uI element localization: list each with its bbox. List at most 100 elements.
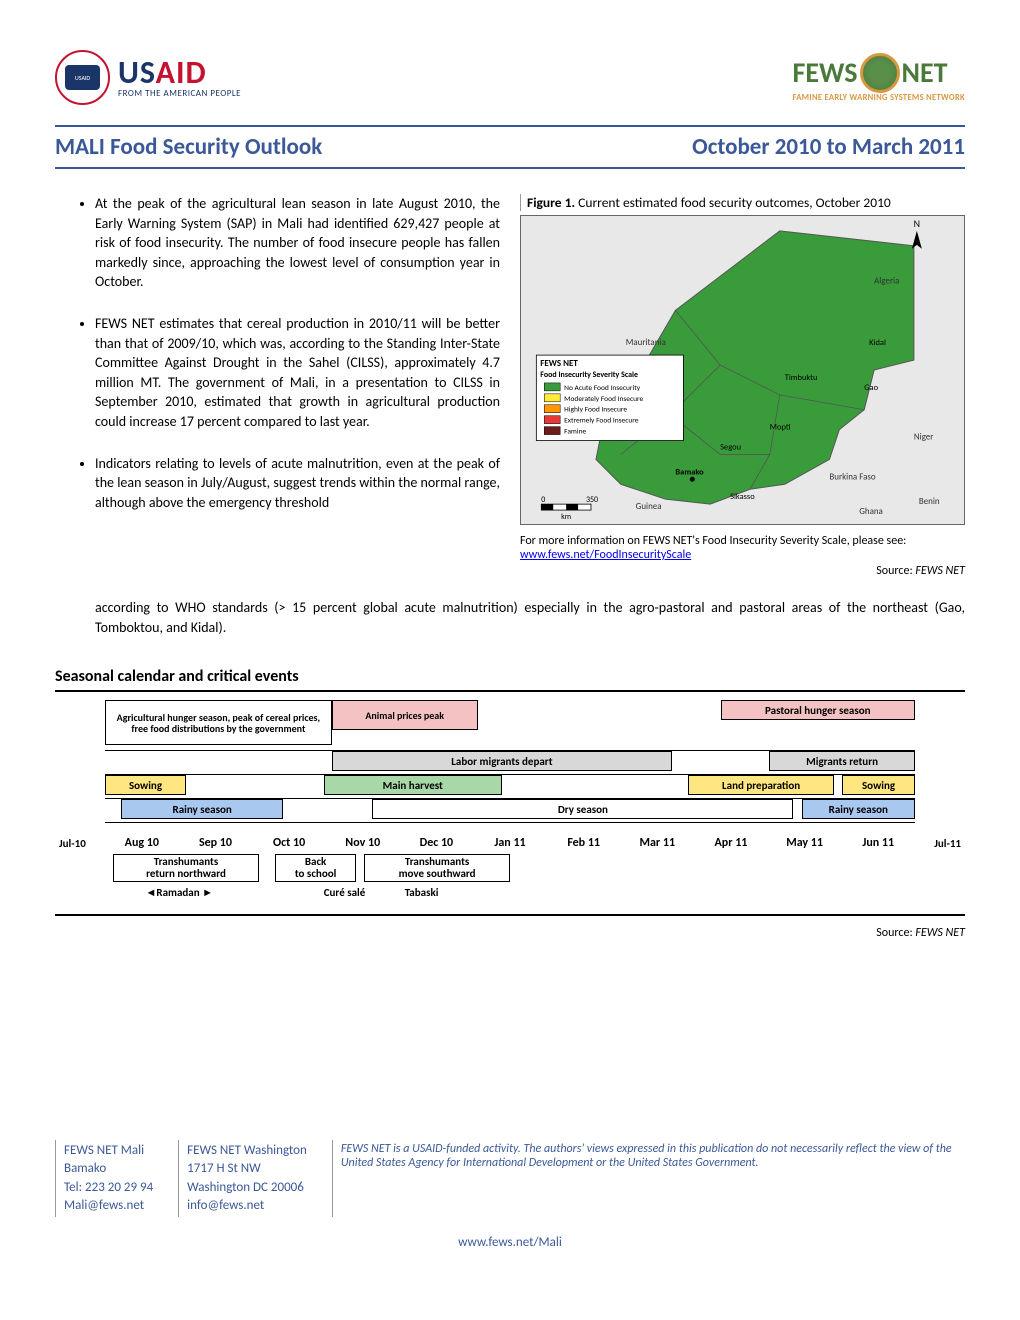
- fews-text-left: FEWS: [793, 55, 858, 90]
- timeline-month: Apr 11: [694, 836, 768, 850]
- map-label-guinea: Guinea: [636, 501, 662, 512]
- svg-text:Famine: Famine: [564, 428, 586, 437]
- timeline-below: Transhumantsreturn northward Backto schoo…: [105, 854, 915, 906]
- timeline-event: Rainy season: [802, 799, 915, 819]
- timeline-month: Mar 11: [620, 836, 694, 850]
- timeline-month: May 11: [768, 836, 842, 850]
- footer-url: www.fews.net/Mali: [55, 1235, 965, 1250]
- map-city-sikasso: Sikasso: [730, 492, 755, 502]
- usaid-logo: USAID USAID FROM THE AMERICAN PEOPLE: [55, 50, 241, 105]
- bullet-item: Indicators relating to levels of acute m…: [95, 454, 505, 513]
- map-city-segou: Segou: [720, 442, 741, 452]
- map-label-burkina: Burkina Faso: [829, 471, 875, 482]
- timeline-note: Curé salé: [324, 886, 366, 899]
- main-content: At the peak of the agricultural lean sea…: [55, 194, 965, 578]
- timeline-month: Jan 11: [473, 836, 547, 850]
- timeline-row-2: Labor migrants depart Migrants return: [105, 750, 915, 772]
- fewsnet-tagline: FAMINE EARLY WARNING SYSTEMS NETWORK: [793, 93, 965, 103]
- timeline-event: Land preparation: [688, 775, 834, 795]
- svg-text:Extremely Food Insecure: Extremely Food Insecure: [564, 417, 639, 426]
- usaid-tagline: FROM THE AMERICAN PEOPLE: [118, 89, 241, 98]
- map-city-bamako: Bamako: [675, 467, 704, 477]
- map-label-algeria: Algeria: [874, 276, 899, 287]
- usaid-wordmark: USAID: [118, 57, 241, 89]
- mali-map: N Algeria Mauritania Niger Burkina Faso …: [520, 215, 965, 525]
- timeline-row-1: Agricultural hunger season, peak of cere…: [105, 700, 915, 748]
- document-title: MALI Food Security Outlook: [55, 133, 322, 161]
- timeline-below-row-1: Transhumantsreturn northward Backto schoo…: [105, 854, 915, 884]
- timeline-months: Aug 10Sep 10Oct 10Nov 10Dec 10Jan 11Feb …: [105, 836, 915, 850]
- title-bar: MALI Food Security Outlook October 2010 …: [55, 125, 965, 169]
- fewsnet-wordmark: FEWS NET: [793, 53, 965, 93]
- timeline-month: Jun 11: [841, 836, 915, 850]
- map-city-gao: Gao: [864, 383, 878, 393]
- map-city-mopti: Mopti: [770, 423, 791, 433]
- caption-text: For more information on FEWS NET's Food …: [520, 534, 906, 548]
- timeline-row-3: Sowing Main harvest Land preparation Sowing: [105, 774, 915, 796]
- timeline-month: Aug 10: [105, 836, 179, 850]
- timeline-event: Sowing: [105, 775, 186, 795]
- fews-text-right: NET: [902, 55, 948, 90]
- figure-caption: For more information on FEWS NET's Food …: [520, 534, 965, 562]
- timeline-note: Backto school: [275, 854, 356, 882]
- timeline-event: Rainy season: [121, 799, 283, 819]
- timeline-month: Nov 10: [326, 836, 400, 850]
- usaid-text: USAID FROM THE AMERICAN PEOPLE: [118, 57, 241, 98]
- timeline-note: Transhumantsreturn northward: [113, 854, 259, 882]
- map-legend: FEWS NET Food Insecurity Severity Scale …: [536, 355, 683, 440]
- figure-label: Figure 1.: [527, 194, 575, 211]
- scale-unit: km: [561, 512, 571, 522]
- map-label-mauritania: Mauritania: [626, 337, 666, 348]
- map-city-timbuktu: Timbuktu: [785, 373, 818, 383]
- timeline-below-row-2: ◄Ramadan ► Curé salé Tabaski: [105, 886, 915, 906]
- figure-1: Figure 1. Current estimated food securit…: [520, 194, 965, 578]
- timeline-rows: Agricultural hunger season, peak of cere…: [105, 700, 915, 830]
- map-label-ghana: Ghana: [859, 506, 883, 517]
- header-logos: USAID USAID FROM THE AMERICAN PEOPLE FEW…: [55, 50, 965, 105]
- timeline-event: Animal prices peak: [332, 700, 478, 730]
- seasonal-calendar: Agricultural hunger season, peak of cere…: [55, 690, 965, 916]
- key-messages-list: At the peak of the agricultural lean sea…: [55, 194, 505, 578]
- timeline-month: Sep 10: [179, 836, 253, 850]
- timeline-event: Labor migrants depart: [332, 751, 672, 771]
- timeline-month: Dec 10: [400, 836, 474, 850]
- svg-text:0: 0: [541, 495, 545, 505]
- map-label-benin: Benin: [919, 496, 940, 507]
- timeline-note: Tabaski: [405, 886, 439, 899]
- timeline-note: Transhumantsmove southward: [364, 854, 510, 882]
- timeline-month: Feb 11: [547, 836, 621, 850]
- bullet-item: At the peak of the agricultural lean sea…: [95, 194, 505, 292]
- timeline-month: Oct 10: [252, 836, 326, 850]
- timeline-note: ◄Ramadan ►: [146, 886, 214, 899]
- timeline-event: Agricultural hunger season, peak of cere…: [105, 700, 332, 745]
- section-title-calendar: Seasonal calendar and critical events: [55, 667, 965, 686]
- timeline-event: Sowing: [842, 775, 915, 795]
- globe-icon: [860, 53, 900, 93]
- svg-text:Moderately Food Insecure: Moderately Food Insecure: [564, 395, 643, 404]
- svg-text:Highly Food Insecure: Highly Food Insecure: [564, 406, 627, 415]
- footer-contact-mali: FEWS NET MaliBamakoTel: 223 20 29 94 Mal…: [55, 1140, 178, 1217]
- document-date-range: October 2010 to March 2011: [692, 133, 965, 161]
- footer-disclaimer: FEWS NET is a USAID-funded activity. The…: [332, 1140, 965, 1217]
- bullet-continuation: according to WHO standards (> 15 percent…: [95, 598, 965, 637]
- legend-title-1: FEWS NET: [540, 358, 578, 369]
- footer-contact-washington: FEWS NET Washington1717 H St NWWashingto…: [178, 1140, 332, 1217]
- footer: FEWS NET MaliBamakoTel: 223 20 29 94 Mal…: [55, 1140, 965, 1217]
- timeline-edge-left: Jul-10: [59, 837, 86, 850]
- timeline-edge-right: Jul-11: [934, 837, 961, 850]
- svg-text:No Acute Food Insecurity: No Acute Food Insecurity: [564, 384, 641, 393]
- scale-link[interactable]: www.fews.net/FoodInsecurityScale: [520, 548, 691, 562]
- timeline-event: Main harvest: [324, 775, 502, 795]
- svg-text:N: N: [914, 218, 920, 230]
- timeline-source: Source: FEWS NET: [55, 926, 965, 940]
- fewsnet-logo: FEWS NET FAMINE EARLY WARNING SYSTEMS NE…: [793, 53, 965, 103]
- map-city-kidal: Kidal: [869, 338, 886, 348]
- timeline-event: Migrants return: [769, 751, 915, 771]
- figure-title-text: Current estimated food security outcomes…: [578, 194, 891, 211]
- timeline-event: Dry season: [372, 799, 793, 819]
- bullet-item: FEWS NET estimates that cereal productio…: [95, 314, 505, 432]
- figure-source: Source: FEWS NET: [520, 564, 965, 578]
- usaid-seal-icon: USAID: [55, 50, 110, 105]
- timeline-row-4: Rainy season Dry season Rainy season: [105, 798, 915, 820]
- legend-title-2: Food Insecurity Severity Scale: [540, 370, 638, 380]
